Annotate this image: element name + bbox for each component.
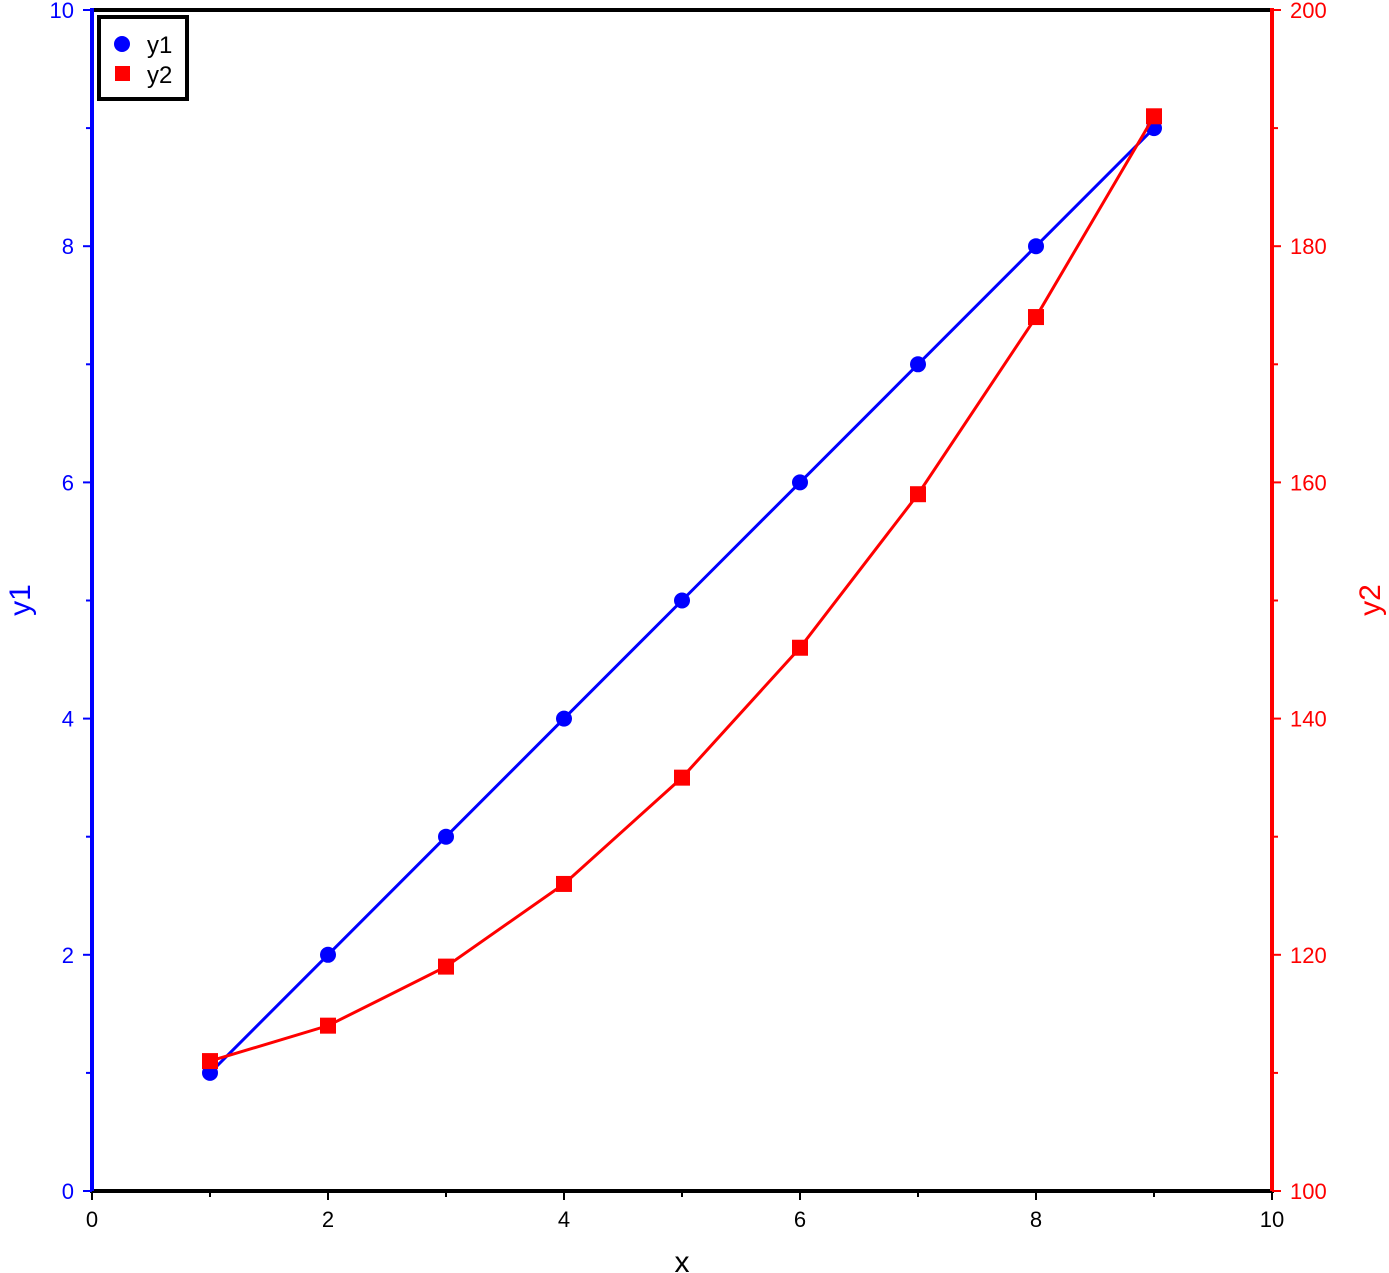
legend-marker-y2 <box>115 66 130 81</box>
y2-axis-label: y2 <box>1354 584 1387 616</box>
y2-tick-label: 140 <box>1290 707 1327 732</box>
legend-marker-y1 <box>114 36 130 52</box>
y2-tick-label: 100 <box>1290 1179 1327 1204</box>
data-point-y1 <box>556 710 572 727</box>
legend-label-y2: y2 <box>147 62 172 89</box>
legend-label-y1: y1 <box>147 32 172 59</box>
data-point-y1 <box>438 828 454 845</box>
y2-tick-label: 160 <box>1290 470 1327 495</box>
y1-tick-label: 4 <box>62 707 74 732</box>
y2-tick-label: 120 <box>1290 943 1327 968</box>
data-point-y2 <box>792 639 808 656</box>
data-point-y1 <box>1028 238 1044 255</box>
x-tick-label: 4 <box>558 1207 570 1232</box>
legend: y1 y2 <box>97 15 189 101</box>
data-point-y2 <box>910 486 926 503</box>
data-point-y2 <box>202 1053 218 1070</box>
x-tick-label: 0 <box>86 1207 98 1232</box>
series-line-y2 <box>209 115 1156 1063</box>
data-point-y1 <box>792 474 808 491</box>
data-point-y2 <box>438 958 454 975</box>
data-point-y2 <box>1146 108 1162 125</box>
x-tick-label: 10 <box>1260 1207 1284 1232</box>
y2-tick-label: 180 <box>1290 234 1327 259</box>
x-tick-label: 6 <box>794 1207 806 1232</box>
data-point-y1 <box>910 356 926 373</box>
data-point-y2 <box>320 1017 336 1034</box>
data-point-y2 <box>1028 309 1044 326</box>
y1-tick-label: 10 <box>50 0 74 23</box>
y1-tick-label: 0 <box>62 1179 74 1204</box>
x-tick-label: 2 <box>322 1207 334 1232</box>
y1-tick-label: 6 <box>62 470 74 495</box>
data-point-y2 <box>556 875 572 892</box>
y2-tick-label: 200 <box>1290 0 1327 23</box>
y1-tick-label: 2 <box>62 943 74 968</box>
data-point-y2 <box>674 769 690 786</box>
legend-box <box>97 15 189 101</box>
x-tick-label: 8 <box>1030 1207 1042 1232</box>
data-point-y1 <box>320 946 336 963</box>
x-axis-label: x <box>675 1246 690 1273</box>
data-point-y1 <box>674 592 690 609</box>
y1-tick-label: 8 <box>62 234 74 259</box>
y1-axis-label: y1 <box>4 584 37 616</box>
